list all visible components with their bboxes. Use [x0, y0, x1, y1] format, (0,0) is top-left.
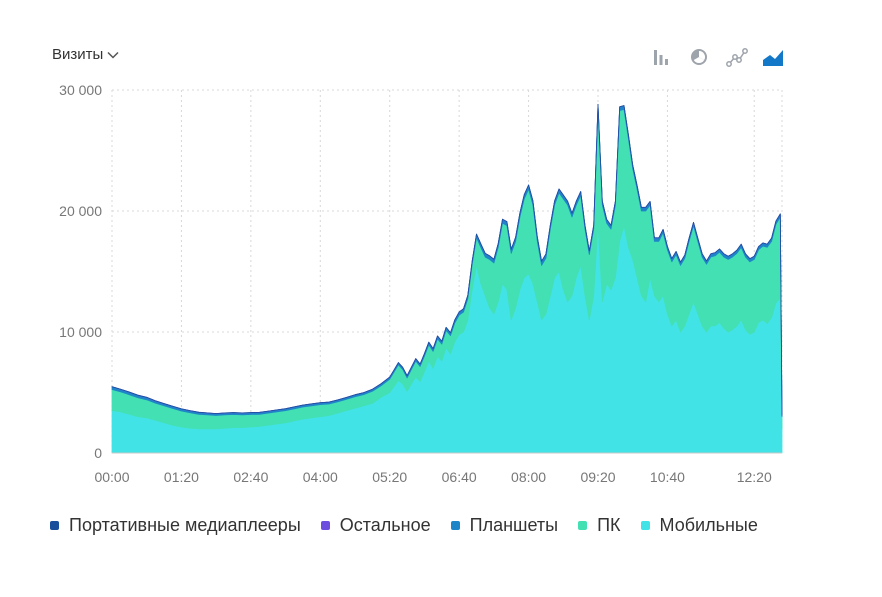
legend-item-other[interactable]: Остальное — [320, 515, 431, 536]
y-tick-label: 0 — [94, 445, 102, 461]
chart-legend: Портативные медиаплееры Остальное Планше… — [50, 515, 758, 536]
legend-swatch — [450, 521, 460, 530]
legend-swatch — [320, 521, 330, 530]
area-chart-icon — [763, 50, 783, 66]
legend-item-mobile[interactable]: Мобильные — [640, 515, 758, 536]
line-chart-button[interactable] — [724, 44, 750, 70]
legend-item-pc[interactable]: ПК — [578, 515, 621, 536]
area-chart-button[interactable] — [760, 44, 786, 70]
chart-type-toolbar — [648, 44, 788, 72]
legend-label: Портативные медиаплееры — [69, 515, 301, 535]
legend-label: Мобильные — [659, 515, 758, 535]
x-tick-label: 01:20 — [164, 469, 199, 485]
x-tick-label: 00:00 — [94, 469, 129, 485]
x-tick-label: 06:40 — [442, 469, 477, 485]
metric-dropdown[interactable]: Визиты — [52, 46, 119, 63]
legend-label: Остальное — [339, 515, 431, 535]
bar-chart-icon — [654, 50, 668, 65]
bar-chart-button[interactable] — [648, 44, 674, 70]
legend-label: Планшеты — [469, 515, 559, 535]
x-tick-label: 08:00 — [511, 469, 546, 485]
x-tick-label: 09:20 — [580, 469, 615, 485]
legend-swatch — [50, 521, 59, 530]
area-media-players — [111, 103, 783, 416]
legend-swatch — [640, 521, 650, 530]
legend-item-media-players[interactable]: Портативные медиаплееры — [50, 515, 301, 536]
x-tick-label: 02:40 — [233, 469, 268, 485]
y-tick-label: 10 000 — [59, 324, 102, 340]
pie-chart-icon — [691, 49, 707, 65]
y-tick-label: 30 000 — [59, 82, 102, 98]
x-tick-label: 04:00 — [303, 469, 338, 485]
chevron-down-icon — [107, 51, 119, 59]
visits-area-chart: 0 10 000 20 000 30 000 00:00 01:20 02:40 04:00 0… — [59, 82, 783, 485]
x-tick-label: 12:20 — [737, 469, 772, 485]
x-tick-label: 05:20 — [372, 469, 407, 485]
line-chart-icon — [726, 48, 748, 67]
y-tick-label: 20 000 — [59, 203, 102, 219]
legend-item-tablets[interactable]: Планшеты — [450, 515, 559, 536]
legend-swatch — [578, 521, 588, 530]
metric-dropdown-label: Визиты — [52, 46, 104, 63]
legend-label: ПК — [597, 515, 621, 535]
pie-chart-button[interactable] — [686, 44, 712, 70]
x-tick-label: 10:40 — [650, 469, 685, 485]
